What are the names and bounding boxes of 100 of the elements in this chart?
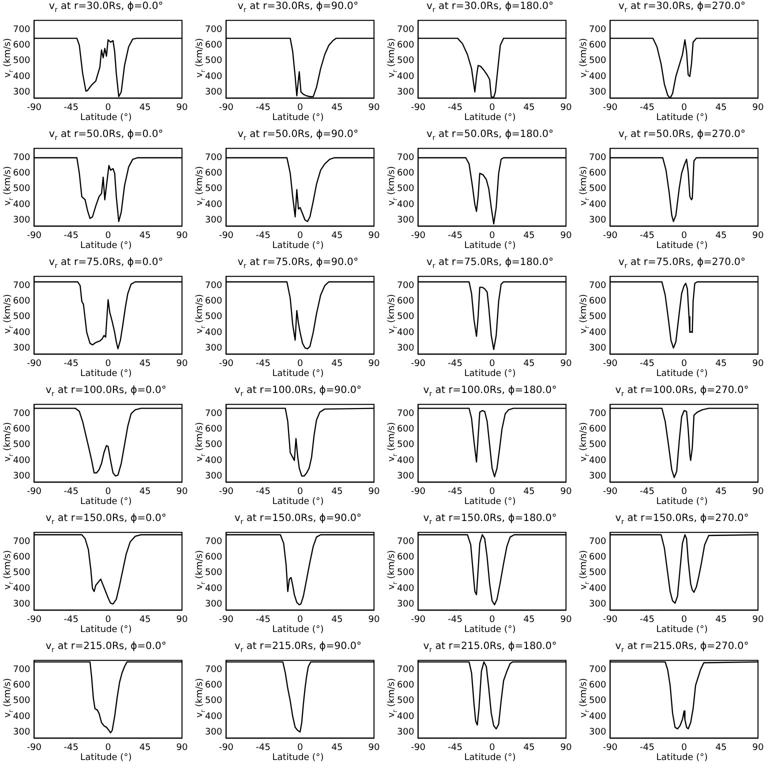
y-tick-label: 400 bbox=[12, 456, 30, 466]
x-axis-title: Latitude (°) bbox=[463, 625, 517, 635]
x-tick-label: 0 bbox=[105, 102, 112, 113]
y-tick-label: 600 bbox=[204, 168, 222, 179]
x-tick-label: -90 bbox=[602, 614, 618, 625]
x-tick-label: 90 bbox=[368, 614, 380, 625]
x-tick-label: 0 bbox=[297, 230, 304, 241]
x-tick-label: 45 bbox=[523, 102, 535, 113]
x-axis-title: Latitude (°) bbox=[463, 753, 517, 763]
y-tick-label: 700 bbox=[12, 665, 30, 676]
y-tick-label: 300 bbox=[204, 343, 222, 354]
chart-title: v$_{r}$ at r=50.0Rs, ϕ=180.0° bbox=[425, 129, 555, 142]
y-tick-label: 600 bbox=[12, 296, 30, 307]
y-tick-label: 400 bbox=[588, 712, 606, 722]
x-tick-label: 0 bbox=[489, 358, 496, 369]
y-tick-label: 300 bbox=[12, 727, 30, 738]
y-tick-label: 600 bbox=[588, 552, 606, 563]
y-tick-label: 500 bbox=[396, 440, 414, 450]
x-tick-label: -90 bbox=[410, 486, 426, 497]
x-tick-label: 45 bbox=[139, 358, 151, 369]
y-tick-label: 500 bbox=[12, 312, 30, 322]
chart-title: v$_{r}$ at r=150.0Rs, ϕ=0.0° bbox=[44, 513, 168, 526]
x-tick-label: 0 bbox=[297, 358, 304, 369]
x-tick-label: 45 bbox=[331, 742, 343, 753]
x-tick-label: 45 bbox=[139, 102, 151, 113]
y-tick-label: 700 bbox=[588, 665, 606, 676]
x-tick-label: 90 bbox=[176, 230, 188, 241]
x-axis-title: Latitude (°) bbox=[655, 241, 709, 251]
chart-title: v$_{r}$ at r=75.0Rs, ϕ=0.0° bbox=[48, 257, 164, 270]
y-tick-label: 300 bbox=[12, 343, 30, 354]
x-axis-title: Latitude (°) bbox=[655, 369, 709, 379]
x-axis-title: Latitude (°) bbox=[271, 113, 325, 123]
x-tick-label: 0 bbox=[297, 102, 304, 113]
x-tick-label: 90 bbox=[368, 742, 380, 753]
y-tick-label: 400 bbox=[588, 584, 606, 594]
y-tick-label: 600 bbox=[12, 424, 30, 435]
y-tick-label: 500 bbox=[396, 312, 414, 322]
y-tick-label: 500 bbox=[204, 184, 222, 194]
x-tick-label: 90 bbox=[752, 742, 764, 753]
x-tick-label: -90 bbox=[26, 230, 42, 241]
y-tick-label: 400 bbox=[396, 456, 414, 466]
y-tick-label: 500 bbox=[204, 312, 222, 322]
x-tick-label: -90 bbox=[602, 230, 618, 241]
y-tick-label: 500 bbox=[204, 568, 222, 578]
y-tick-label: 400 bbox=[12, 72, 30, 82]
y-tick-label: 600 bbox=[204, 680, 222, 691]
x-tick-label: 90 bbox=[752, 230, 764, 241]
x-axis-title: Latitude (°) bbox=[79, 497, 133, 507]
chart-title: v$_{r}$ at r=215.0Rs, ϕ=270.0° bbox=[614, 641, 750, 654]
y-tick-label: 700 bbox=[204, 153, 222, 164]
y-tick-label: 700 bbox=[12, 537, 30, 548]
x-tick-label: -45 bbox=[64, 230, 78, 241]
x-tick-label: -90 bbox=[218, 102, 234, 113]
x-tick-label: -90 bbox=[26, 614, 42, 625]
x-tick-label: 90 bbox=[176, 358, 188, 369]
y-tick-label: 700 bbox=[204, 25, 222, 36]
y-tick-label: 600 bbox=[12, 40, 30, 51]
y-tick-label: 700 bbox=[396, 153, 414, 164]
y-tick-label: 700 bbox=[396, 281, 414, 292]
y-tick-label: 600 bbox=[588, 296, 606, 307]
x-tick-label: 0 bbox=[105, 614, 112, 625]
x-tick-label: 90 bbox=[368, 486, 380, 497]
y-tick-label: 600 bbox=[396, 296, 414, 307]
y-tick-label: 500 bbox=[12, 184, 30, 194]
x-tick-label: 45 bbox=[331, 230, 343, 241]
y-tick-label: 400 bbox=[396, 200, 414, 210]
y-tick-label: 600 bbox=[396, 680, 414, 691]
chart-title: v$_{r}$ at r=50.0Rs, ϕ=270.0° bbox=[617, 129, 747, 142]
y-tick-label: 400 bbox=[204, 712, 222, 722]
y-tick-label: 600 bbox=[204, 552, 222, 563]
x-tick-label: -45 bbox=[448, 358, 462, 369]
y-tick-label: 300 bbox=[12, 215, 30, 226]
y-tick-label: 500 bbox=[588, 312, 606, 322]
y-tick-label: 400 bbox=[588, 328, 606, 338]
x-tick-label: -90 bbox=[602, 742, 618, 753]
y-tick-label: 700 bbox=[12, 281, 30, 292]
x-tick-label: 0 bbox=[489, 614, 496, 625]
y-tick-label: 400 bbox=[12, 328, 30, 338]
x-axis-title: Latitude (°) bbox=[271, 369, 325, 379]
x-tick-label: -90 bbox=[602, 358, 618, 369]
y-tick-label: 400 bbox=[204, 328, 222, 338]
x-tick-label: -45 bbox=[640, 486, 654, 497]
x-tick-label: -45 bbox=[64, 486, 78, 497]
y-tick-label: 500 bbox=[396, 568, 414, 578]
y-tick-label: 500 bbox=[204, 696, 222, 706]
x-axis-title: Latitude (°) bbox=[271, 241, 325, 251]
y-tick-label: 500 bbox=[588, 440, 606, 450]
x-tick-label: -90 bbox=[218, 486, 234, 497]
x-tick-label: -90 bbox=[218, 742, 234, 753]
chart-title: v$_{r}$ at r=30.0Rs, ϕ=0.0° bbox=[48, 1, 164, 14]
y-tick-label: 400 bbox=[12, 584, 30, 594]
y-tick-label: 600 bbox=[588, 168, 606, 179]
y-tick-label: 600 bbox=[204, 296, 222, 307]
x-tick-label: -90 bbox=[410, 102, 426, 113]
y-tick-label: 500 bbox=[396, 184, 414, 194]
x-tick-label: -90 bbox=[26, 486, 42, 497]
x-tick-label: -45 bbox=[448, 742, 462, 753]
x-tick-label: -45 bbox=[64, 614, 78, 625]
x-axis-title: Latitude (°) bbox=[655, 113, 709, 123]
x-tick-label: -90 bbox=[410, 358, 426, 369]
